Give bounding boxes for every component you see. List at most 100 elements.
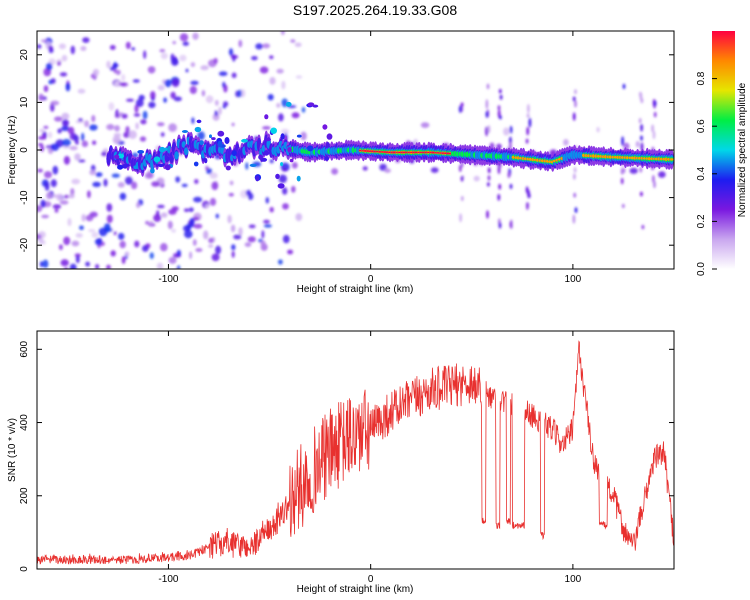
noise-blob xyxy=(184,230,193,239)
noise-blob xyxy=(218,71,228,76)
noise-blob xyxy=(63,236,71,246)
streak-blob xyxy=(574,207,578,214)
y-tick-label: 0 xyxy=(19,147,30,153)
noise-blob xyxy=(89,124,98,131)
x-tick-label: -100 xyxy=(158,274,178,285)
noise-blob xyxy=(231,244,236,251)
streak-blob xyxy=(487,125,491,134)
x-tick-label: 0 xyxy=(368,574,374,585)
noise-blob xyxy=(215,245,222,255)
ridge-blob xyxy=(122,164,128,169)
snr-frame xyxy=(36,330,675,570)
streak-blob xyxy=(573,167,577,173)
noise-blob xyxy=(265,197,270,204)
ridge-blob xyxy=(326,133,333,140)
noise-blob xyxy=(211,253,220,262)
streak-blob xyxy=(640,135,643,141)
noise-blob xyxy=(240,89,246,98)
x-tick-label: -100 xyxy=(158,574,178,585)
noise-blob xyxy=(629,167,638,174)
noise-blob xyxy=(67,126,75,135)
noise-blob xyxy=(92,68,100,76)
noise-blob xyxy=(227,214,232,224)
streak-blob xyxy=(458,164,462,172)
noise-blob xyxy=(64,267,69,269)
noise-blob xyxy=(135,99,144,107)
noise-blob xyxy=(117,182,125,188)
noise-blob xyxy=(71,178,81,185)
noise-blob xyxy=(247,236,256,243)
noise-blob xyxy=(177,265,181,269)
ridge-blob xyxy=(296,175,301,182)
ridge-band xyxy=(174,151,179,160)
streak-blob xyxy=(528,117,532,128)
noise-blob xyxy=(295,75,303,79)
noise-blob xyxy=(113,68,117,74)
noise-blob xyxy=(61,112,70,120)
ridge-blob xyxy=(158,146,166,153)
ridge-blob xyxy=(307,102,315,107)
y-tick-label: 400 xyxy=(19,414,30,431)
noise-blob xyxy=(111,173,120,178)
streak-blob xyxy=(509,141,512,150)
noise-blob xyxy=(244,242,252,248)
noise-blob xyxy=(145,220,150,225)
streak-blob xyxy=(574,89,577,95)
noise-blob xyxy=(420,122,430,128)
noise-blob xyxy=(64,194,69,199)
noise-blob xyxy=(658,171,666,178)
noise-blob xyxy=(124,251,130,257)
noise-blob xyxy=(148,101,156,109)
noise-blob xyxy=(635,141,640,148)
noise-blob xyxy=(276,68,284,74)
noise-blob xyxy=(160,52,168,60)
ridge-blob xyxy=(224,137,230,144)
streak-blob xyxy=(459,213,462,223)
colorbar-tick-label: 0.4 xyxy=(696,166,707,180)
noise-blob xyxy=(183,225,191,232)
noise-blob xyxy=(231,250,235,258)
y-tick-label: -20 xyxy=(19,238,30,253)
noise-blob xyxy=(81,214,86,222)
noise-blob xyxy=(157,122,165,127)
streak-blob xyxy=(653,111,657,118)
noise-blob xyxy=(95,172,103,178)
streak-blob xyxy=(651,124,654,133)
ridge-blob xyxy=(249,163,257,167)
streak-blob xyxy=(499,115,502,120)
noise-blob xyxy=(190,80,199,85)
noise-blob xyxy=(263,224,272,228)
noise-blob xyxy=(262,126,271,130)
spectrogram-x-axis-label: Height of straight line (km) xyxy=(297,284,414,295)
noise-blob xyxy=(278,174,287,184)
streak-blob xyxy=(485,99,489,110)
snr-series-line xyxy=(37,340,674,565)
noise-blob xyxy=(110,250,116,257)
colorbar-tick-label: 0.8 xyxy=(696,71,707,85)
noise-blob xyxy=(173,96,182,102)
noise-blob xyxy=(54,208,59,213)
noise-blob xyxy=(114,125,120,132)
y-tick-label: -10 xyxy=(19,190,30,205)
streak-blob xyxy=(621,203,625,209)
streak-blob xyxy=(527,103,530,114)
noise-blob xyxy=(159,49,166,53)
noise-blob xyxy=(281,80,286,90)
noise-blob xyxy=(208,244,214,248)
noise-blob xyxy=(37,205,43,213)
noise-blob xyxy=(70,188,75,196)
colorbar-label: Normalized spectral amplitude xyxy=(737,82,748,217)
noise-blob xyxy=(151,181,160,187)
noise-blob xyxy=(211,181,219,191)
streak-blob xyxy=(497,165,501,175)
noise-blob xyxy=(121,113,128,119)
noise-blob xyxy=(84,120,90,128)
noise-blob xyxy=(38,237,45,245)
noise-blob xyxy=(101,151,107,157)
noise-blob xyxy=(38,93,44,101)
noise-blob xyxy=(106,124,115,131)
noise-blob xyxy=(106,264,111,269)
noise-blob xyxy=(106,214,113,224)
ridge-blob xyxy=(114,154,120,159)
